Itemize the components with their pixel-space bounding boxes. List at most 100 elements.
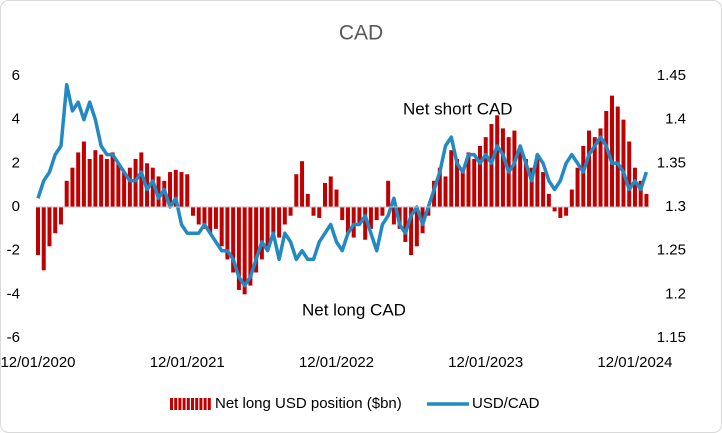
bar bbox=[231, 207, 236, 273]
bar bbox=[259, 207, 264, 260]
bar bbox=[564, 207, 569, 216]
legend-swatch bbox=[195, 398, 199, 410]
bar bbox=[477, 145, 482, 207]
annotation: Net long CAD bbox=[302, 300, 406, 319]
bar bbox=[58, 207, 63, 225]
bar bbox=[271, 207, 276, 234]
bar bbox=[41, 207, 46, 271]
bar bbox=[610, 95, 614, 207]
bar bbox=[127, 167, 132, 207]
bar bbox=[512, 130, 517, 207]
legend-swatch bbox=[199, 398, 203, 410]
legend-swatch bbox=[182, 398, 186, 410]
y2-tick-label: 1.35 bbox=[657, 154, 686, 171]
bar bbox=[323, 182, 327, 207]
y2-tick-label: 1.2 bbox=[665, 285, 686, 302]
y2-tick-label: 1.25 bbox=[657, 242, 686, 259]
y-tick-label: 0 bbox=[12, 198, 20, 215]
bar bbox=[179, 172, 184, 207]
legend-label: USD/CAD bbox=[472, 395, 540, 412]
bar bbox=[173, 169, 178, 207]
bar bbox=[466, 152, 471, 207]
legend-swatch bbox=[203, 398, 207, 410]
legend-swatch bbox=[178, 398, 182, 410]
bar bbox=[380, 207, 385, 216]
bar bbox=[569, 189, 574, 207]
bar bbox=[535, 154, 540, 207]
bar bbox=[518, 150, 523, 207]
bar bbox=[455, 158, 460, 207]
bar bbox=[242, 207, 247, 295]
bar bbox=[632, 167, 637, 207]
bar bbox=[587, 130, 592, 207]
bar bbox=[294, 174, 299, 207]
bar bbox=[495, 115, 500, 207]
bar bbox=[168, 172, 173, 207]
legend-swatch bbox=[207, 398, 211, 410]
bar bbox=[414, 207, 419, 247]
bar bbox=[93, 150, 98, 207]
y-tick-label: -2 bbox=[7, 242, 20, 259]
bar bbox=[87, 158, 92, 207]
bar bbox=[489, 124, 494, 207]
bar bbox=[139, 152, 144, 207]
bar bbox=[282, 207, 287, 225]
bar bbox=[150, 167, 155, 207]
bar bbox=[202, 207, 207, 229]
bar bbox=[53, 207, 58, 234]
bar bbox=[305, 193, 310, 207]
bar bbox=[219, 207, 224, 247]
bar bbox=[133, 158, 138, 207]
bar bbox=[345, 207, 350, 234]
x-tick-label: 12/01/2023 bbox=[448, 354, 523, 371]
bar bbox=[472, 158, 477, 207]
bar bbox=[604, 110, 609, 207]
bar bbox=[311, 207, 316, 216]
bar bbox=[265, 207, 270, 247]
bar bbox=[277, 207, 282, 238]
bar bbox=[552, 207, 557, 212]
bar bbox=[575, 167, 580, 207]
y-tick-label: -6 bbox=[7, 329, 20, 346]
bar bbox=[248, 207, 253, 286]
bar bbox=[386, 180, 391, 207]
bar bbox=[99, 154, 104, 207]
y2-tick-label: 1.3 bbox=[665, 198, 686, 215]
bar bbox=[523, 158, 528, 207]
bar bbox=[104, 158, 109, 207]
bar bbox=[598, 128, 603, 207]
bar bbox=[300, 161, 305, 207]
bar bbox=[357, 207, 362, 225]
legend-swatch bbox=[186, 398, 190, 410]
legend-swatch bbox=[170, 398, 173, 410]
bar bbox=[81, 141, 86, 207]
legend-swatch bbox=[174, 398, 178, 410]
bar bbox=[592, 137, 597, 207]
bar bbox=[529, 167, 534, 207]
line bbox=[36, 82, 649, 288]
y2-tick-label: 1.45 bbox=[657, 67, 686, 84]
bar bbox=[644, 193, 649, 207]
bar bbox=[483, 137, 488, 207]
y-tick-label: -4 bbox=[7, 285, 20, 302]
bar bbox=[76, 152, 81, 207]
bar bbox=[64, 180, 69, 207]
x-tick-label: 12/01/2022 bbox=[299, 354, 374, 371]
bar bbox=[185, 174, 190, 207]
bar bbox=[236, 207, 241, 290]
bar bbox=[449, 150, 454, 207]
bar bbox=[615, 106, 620, 207]
bar bbox=[156, 176, 161, 207]
bar bbox=[460, 167, 465, 207]
bar bbox=[116, 163, 121, 207]
bar bbox=[546, 193, 551, 207]
bar bbox=[36, 207, 40, 256]
y2-tick-label: 1.15 bbox=[657, 329, 686, 346]
bar bbox=[225, 207, 230, 260]
legend-swatch bbox=[191, 398, 194, 410]
chart-title: CAD bbox=[339, 22, 383, 45]
bar bbox=[196, 207, 201, 225]
bar bbox=[437, 167, 442, 207]
bar bbox=[317, 207, 322, 218]
y-tick-label: 6 bbox=[12, 67, 20, 84]
